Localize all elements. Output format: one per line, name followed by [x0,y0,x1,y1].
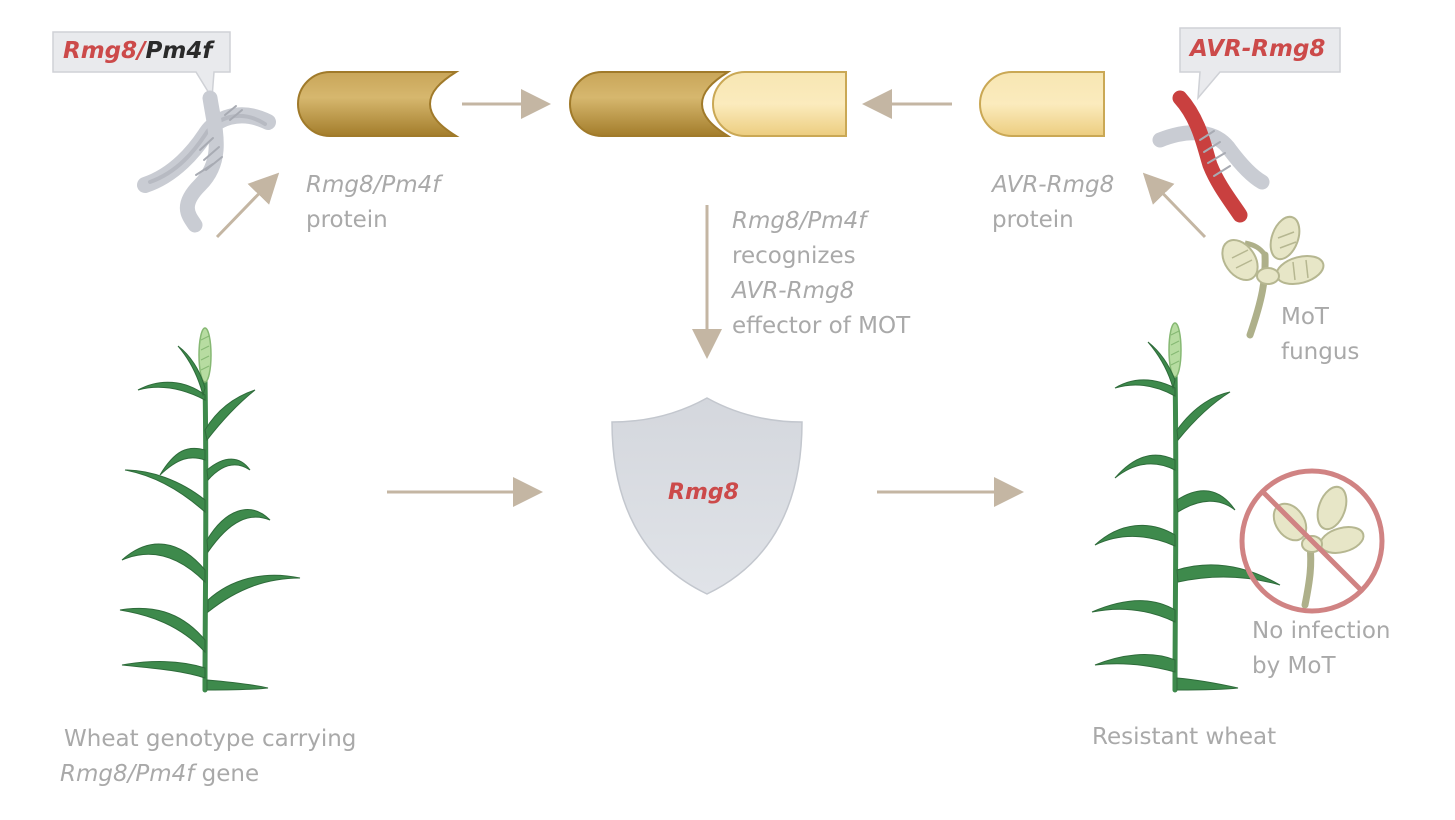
recognition-line1: Rmg8/Pm4f [732,208,867,234]
host-protein-icon [297,71,460,137]
rmg8-shield-icon [611,397,803,595]
recognition-label: Rmg8/Pm4f recognizes AVR-Rmg8 effector o… [732,204,910,344]
wheat-left-line1: Wheat genotype carrying [64,726,357,752]
host-protein-word: protein [306,207,388,233]
host-gene-part2: Pm4f [145,38,213,64]
recognition-line2: recognizes [732,243,856,269]
arrows [215,89,1207,507]
no-infection-label: No infection by MoT [1252,614,1391,684]
no-infection-icon [1239,468,1385,614]
wheat-left-gene: Rmg8/Pm4f [60,761,195,787]
wheat-left-suffix: gene [194,761,260,787]
arrow-dna-to-protein [215,172,280,239]
recognition-line3: AVR-Rmg8 [732,278,855,304]
host-gene-callout [52,31,231,101]
shield-label: Rmg8 [668,480,739,505]
no-infection-line1: No infection [1252,618,1391,644]
pathogen-protein-label: AVR-Rmg8 protein [992,168,1114,238]
receptor-effector-complex-icon [569,71,847,137]
fungus-label-line2: fungus [1281,339,1360,365]
pathogen-protein-word: protein [992,207,1074,233]
pathogen-protein-icon [979,71,1105,137]
host-dna-icon [137,90,276,233]
pathogen-gene-callout-label: AVR-Rmg8 [1190,36,1326,62]
pathogen-gene-callout [1179,27,1341,101]
no-infection-line2: by MoT [1252,653,1336,679]
host-protein-label: Rmg8/Pm4f protein [306,168,440,238]
wheat-plant-left-icon [119,327,301,693]
wheat-left-label: Wheat genotype carrying Rmg8/Pm4f gene [60,722,357,792]
wheat-plant-right-icon [1091,322,1281,693]
fungus-label: MoT fungus [1281,300,1359,370]
mot-fungus-icon [1221,215,1325,339]
host-gene-callout-label: Rmg8/Pm4f [63,38,212,64]
pathogen-protein-name: AVR-Rmg8 [992,172,1115,198]
pathogen-dna-icon [1152,90,1270,223]
recognition-line4: effector of MOT [732,313,911,339]
wheat-right-label: Resistant wheat [1092,724,1277,750]
arrow-fungus-to-effector [1142,172,1207,239]
host-gene-part1: Rmg8/ [63,38,146,64]
host-protein-name: Rmg8/Pm4f [306,172,441,198]
fungus-label-line1: MoT [1281,304,1329,330]
